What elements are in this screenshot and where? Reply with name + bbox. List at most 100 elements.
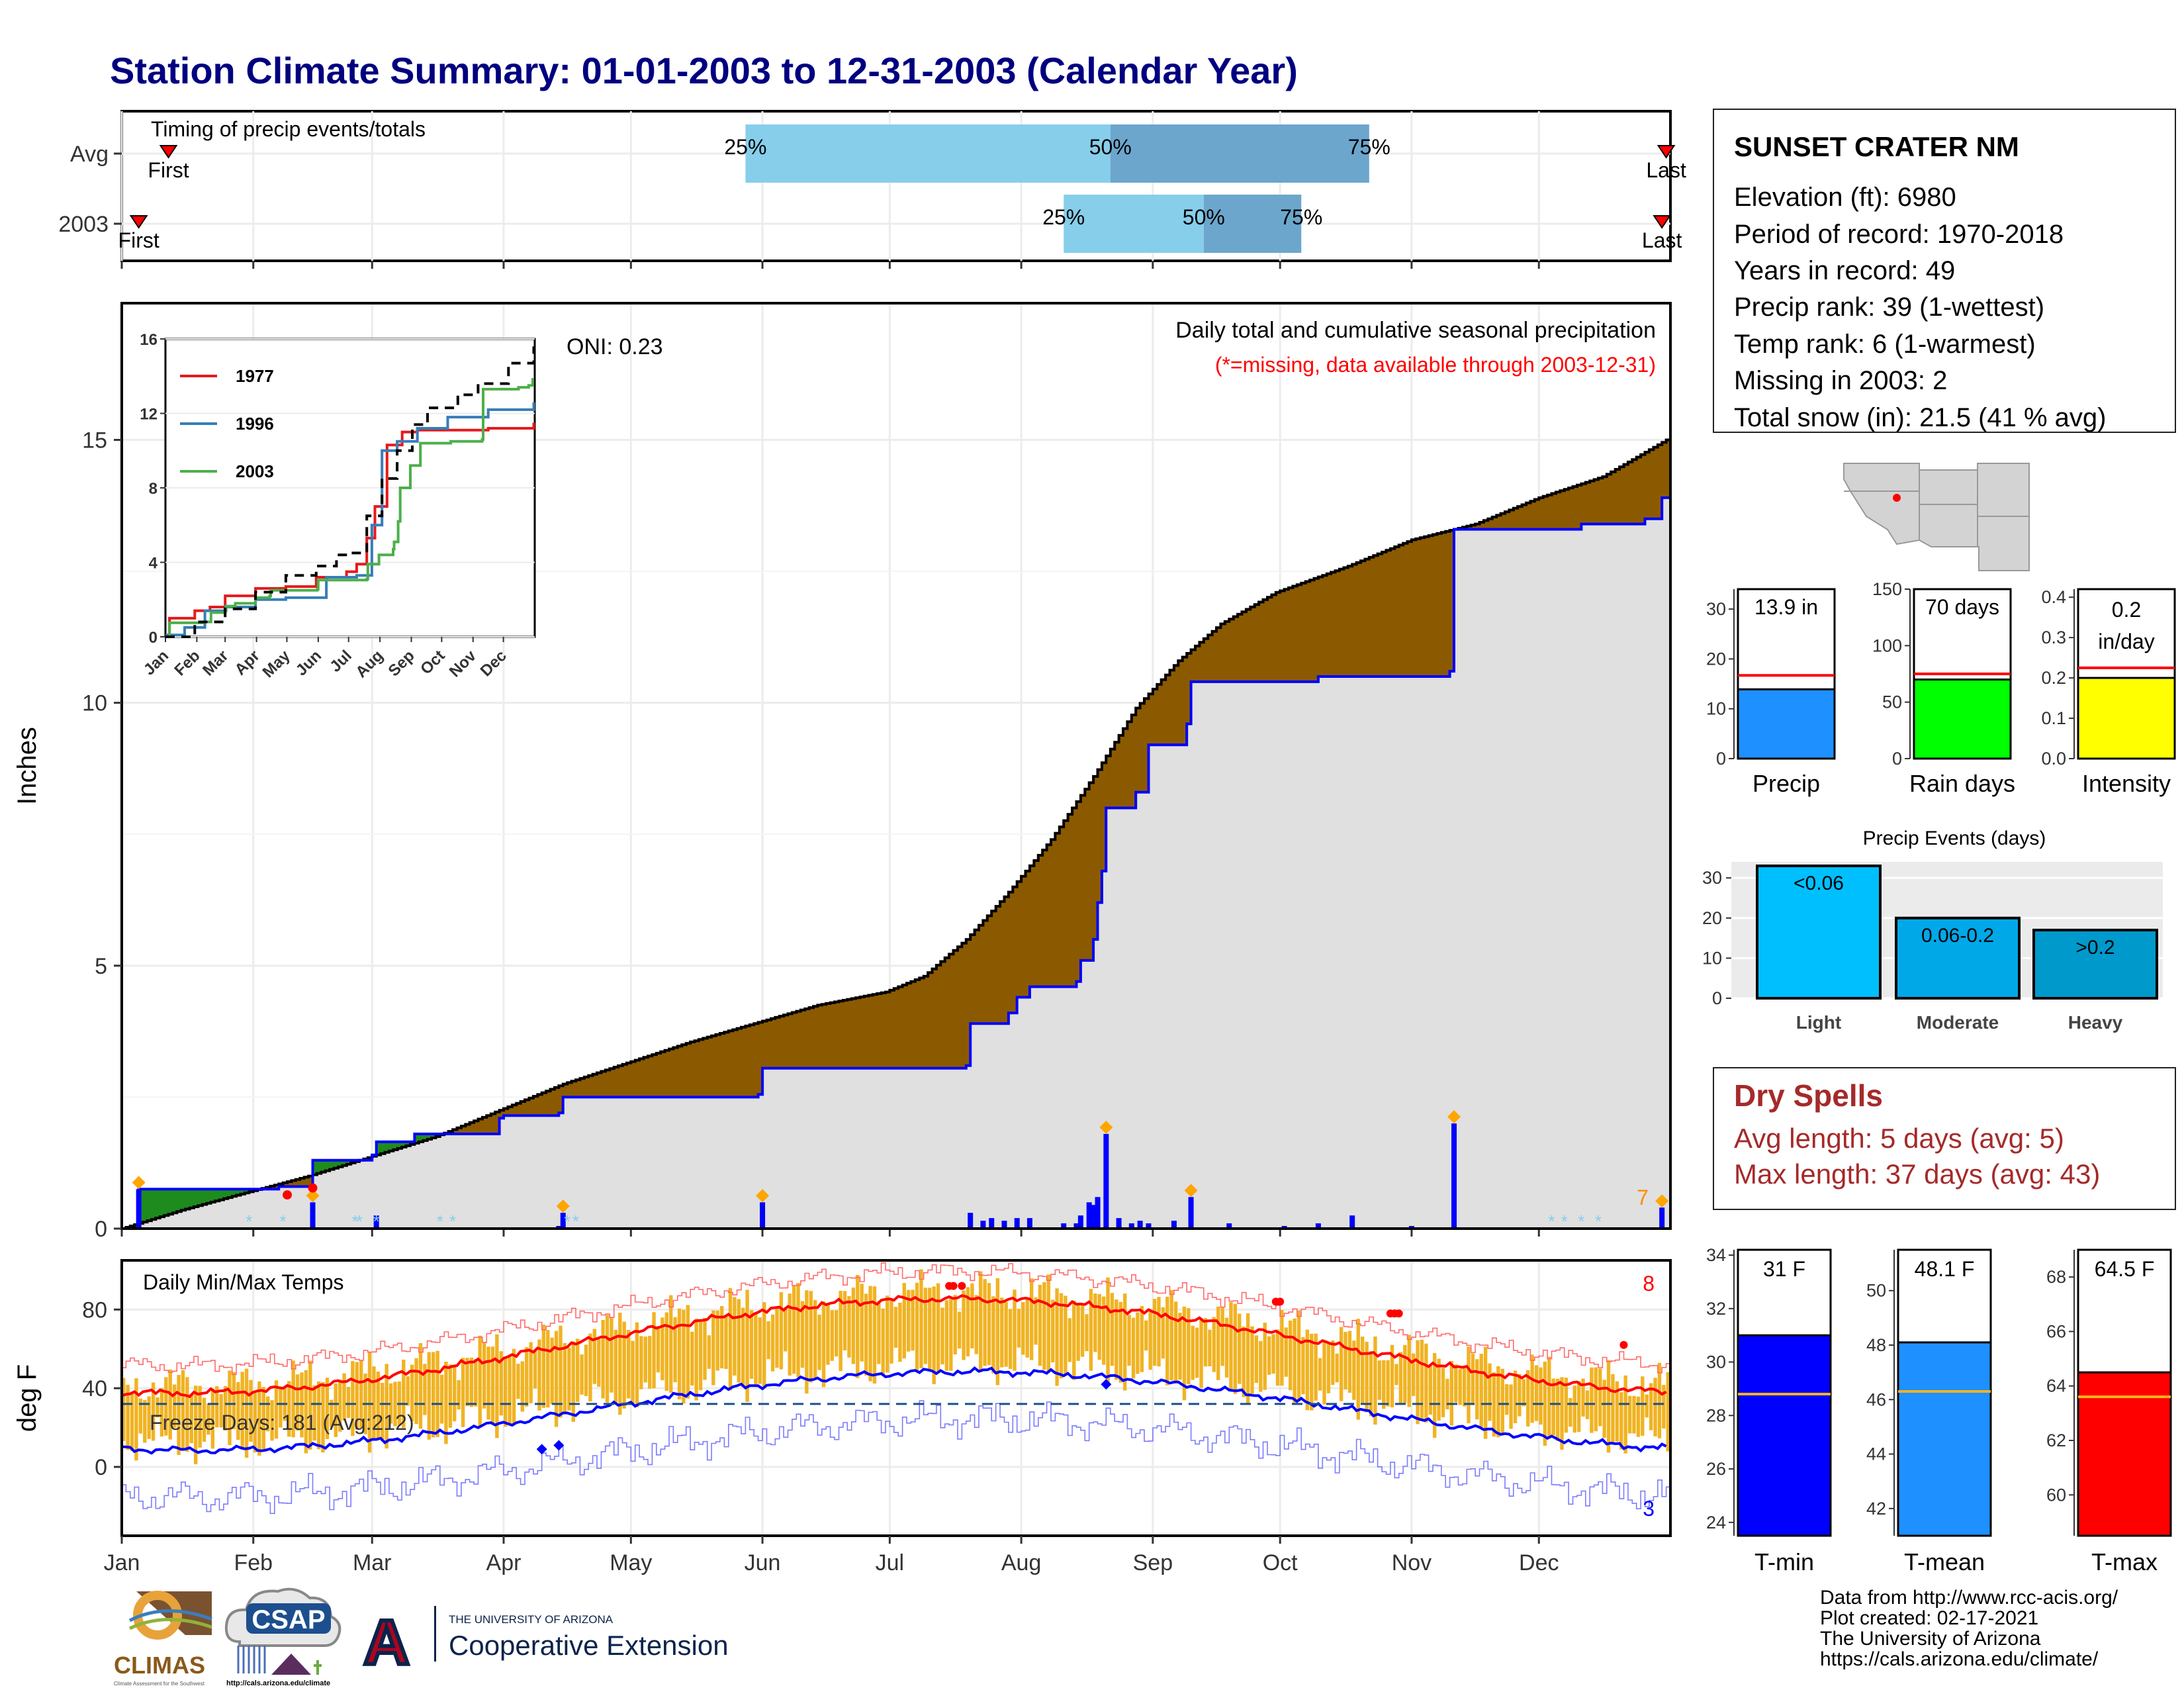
daily-temp-range-bar bbox=[1602, 1380, 1606, 1438]
daily-temp-range-bar bbox=[512, 1348, 516, 1425]
temp-summary-value-label: 31 F bbox=[1763, 1257, 1805, 1281]
daily-precip-bar bbox=[1061, 1223, 1067, 1229]
daily-temp-range-bar bbox=[499, 1351, 503, 1416]
daily-temp-range-bar bbox=[1199, 1318, 1203, 1388]
daily-temp-range-bar bbox=[122, 1378, 126, 1442]
daily-temp-range-bar bbox=[1093, 1293, 1097, 1352]
daily-temp-range-bar bbox=[1407, 1335, 1411, 1407]
daily-temp-range-bar bbox=[1297, 1310, 1301, 1402]
daily-temp-range-bar bbox=[618, 1313, 622, 1415]
snow-day-marker: * bbox=[246, 1211, 252, 1231]
snow-day-marker: * bbox=[280, 1211, 287, 1231]
daily-temp-range-bar bbox=[1322, 1340, 1326, 1405]
daily-precip-bar bbox=[1128, 1223, 1134, 1229]
temp-summary-value-bar bbox=[2077, 1371, 2172, 1537]
daily-temp-range-bar bbox=[406, 1376, 410, 1406]
summary-x-label: Intensity bbox=[2082, 770, 2171, 797]
timing-q25-label: 25% bbox=[1042, 205, 1085, 229]
daily-temp-range-bar bbox=[588, 1333, 592, 1402]
daily-temp-range-bar bbox=[1543, 1361, 1547, 1446]
inset-tick-label: 12 bbox=[140, 406, 158, 424]
daily-temp-range-bar bbox=[830, 1310, 835, 1361]
daily-temp-range-bar bbox=[1530, 1354, 1534, 1423]
temp-summary-chart-t-mean: 42 44 46 48 50 48.1 F T-mean bbox=[1866, 1248, 1992, 1575]
daily-temp-range-bar bbox=[1004, 1302, 1008, 1367]
daily-temp-range-bar bbox=[1025, 1297, 1029, 1358]
summary-bar-chart-intensity: 0.0 0.1 0.2 0.3 0.4 0.2 in/day Intensity bbox=[2041, 587, 2176, 797]
daily-temp-range-bar bbox=[741, 1307, 745, 1387]
daily-temp-range-bar bbox=[749, 1310, 754, 1379]
daily-temp-range-bar bbox=[1165, 1296, 1169, 1385]
snow-day-marker: * bbox=[449, 1211, 456, 1231]
temp-summary-x-label: T-max bbox=[2091, 1548, 2158, 1575]
daily-temp-range-bar bbox=[1572, 1385, 1576, 1433]
events-tick-label: 0 bbox=[1712, 988, 1722, 1008]
events-x-label: Heavy bbox=[2068, 1012, 2123, 1033]
month-tick-label: Nov bbox=[1392, 1550, 1432, 1575]
daily-temp-range-bar bbox=[355, 1362, 359, 1430]
inset-legend-label: 1996 bbox=[236, 414, 274, 434]
month-tick-label: Oct bbox=[1263, 1550, 1298, 1575]
daily-temp-range-bar bbox=[1131, 1317, 1136, 1379]
temp-summary-tick-label: 24 bbox=[1706, 1513, 1726, 1532]
precip-tick-label: 0 bbox=[95, 1217, 107, 1242]
daily-temp-range-bar bbox=[1539, 1367, 1543, 1425]
daily-temp-range-bar bbox=[228, 1370, 232, 1446]
timing-first-marker bbox=[129, 215, 148, 229]
daily-temp-range-bar bbox=[1365, 1341, 1369, 1413]
temp-summary-chart-t-min: 24 26 28 30 32 34 31 F T-min bbox=[1706, 1245, 1832, 1575]
station-temp-rank: Temp rank: 6 (1-warmest) bbox=[1734, 330, 2036, 359]
daily-temp-range-bar bbox=[677, 1308, 682, 1399]
daily-temp-range-bar bbox=[1059, 1293, 1064, 1379]
month-axis: Jan Feb Mar Apr May Jun Jul Aug Sep Oct Nov Dec bbox=[104, 1536, 1559, 1575]
daily-temp-range-bar bbox=[775, 1306, 779, 1368]
temp-summary-tick-label: 28 bbox=[1706, 1405, 1726, 1425]
inset-legend-label: 1977 bbox=[236, 366, 274, 386]
station-info-panel: SUNSET CRATER NM Elevation (ft): 6980 Pe… bbox=[1713, 109, 2176, 433]
temp-summary-tick-label: 64 bbox=[2046, 1376, 2066, 1396]
daily-temp-range-bar bbox=[647, 1336, 652, 1389]
oni-label: ONI: 0.23 bbox=[567, 334, 663, 359]
daily-temp-range-bar bbox=[770, 1314, 775, 1372]
daily-temp-range-bar bbox=[1513, 1370, 1518, 1423]
daily-temp-range-bar bbox=[1657, 1362, 1662, 1438]
daily-temp-range-bar bbox=[979, 1271, 983, 1373]
average-low-line bbox=[121, 1366, 1667, 1455]
daily-temp-range-bar bbox=[1662, 1385, 1666, 1429]
inset-tick-label: 16 bbox=[140, 331, 158, 349]
summary-value-unit: in/day bbox=[2098, 630, 2154, 653]
daily-temp-range-bar bbox=[185, 1377, 189, 1452]
daily-temp-range-bar bbox=[537, 1339, 541, 1411]
precip-event-marker bbox=[1099, 1121, 1113, 1135]
daily-temp-range-bar bbox=[567, 1347, 571, 1411]
record-low-marker bbox=[536, 1444, 547, 1455]
daily-temp-range-bar bbox=[1356, 1319, 1360, 1420]
ua-logo: A THE UNIVERSITY OF ARIZONA Cooperative … bbox=[361, 1605, 728, 1680]
temp-summary-value-bar bbox=[1897, 1341, 1992, 1537]
daily-temp-range-bar bbox=[457, 1380, 461, 1410]
footer-line: Plot created: 02-17-2021 bbox=[1820, 1607, 2039, 1629]
daily-temp-range-bar bbox=[295, 1374, 300, 1431]
daily-temp-range-bar bbox=[1611, 1374, 1615, 1444]
daily-temp-range-bar bbox=[198, 1385, 202, 1448]
daily-temp-range-bar bbox=[1293, 1318, 1297, 1403]
month-tick-label: Aug bbox=[1001, 1550, 1042, 1575]
daily-temp-range-bar bbox=[932, 1286, 936, 1385]
daily-temp-range-bar bbox=[788, 1293, 792, 1376]
daily-temp-range-bar bbox=[571, 1341, 575, 1422]
daily-temp-range-bar bbox=[944, 1300, 949, 1371]
daily-temp-range-bar bbox=[864, 1293, 868, 1376]
daily-temp-range-bar bbox=[1488, 1363, 1492, 1421]
record-high-marker bbox=[949, 1282, 958, 1290]
daily-precip-bar bbox=[1086, 1202, 1092, 1229]
observed-cumulative-line bbox=[122, 496, 1670, 1230]
daily-temp-range-bar bbox=[359, 1360, 363, 1429]
daily-temp-range-bar bbox=[1632, 1395, 1636, 1434]
events-bar-light bbox=[1756, 865, 1882, 1000]
daily-temp-range-bar bbox=[936, 1283, 940, 1374]
daily-temp-range-bar bbox=[393, 1382, 397, 1427]
daily-temp-range-bar bbox=[796, 1283, 800, 1378]
snow-day-marker: * bbox=[564, 1211, 570, 1231]
daily-precip-bar bbox=[1226, 1223, 1232, 1229]
